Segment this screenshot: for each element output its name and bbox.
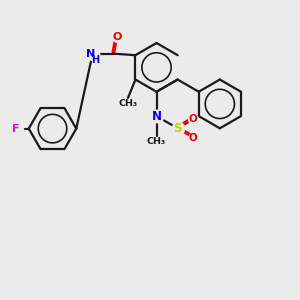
Text: S: S xyxy=(173,122,182,135)
Text: O: O xyxy=(189,133,197,143)
Text: F: F xyxy=(12,124,19,134)
Text: O: O xyxy=(112,32,122,42)
Text: N: N xyxy=(85,49,95,59)
Text: CH₃: CH₃ xyxy=(118,99,138,108)
Text: H: H xyxy=(92,55,100,65)
Text: N: N xyxy=(152,110,161,123)
Text: O: O xyxy=(189,114,197,124)
Text: CH₃: CH₃ xyxy=(147,137,166,146)
